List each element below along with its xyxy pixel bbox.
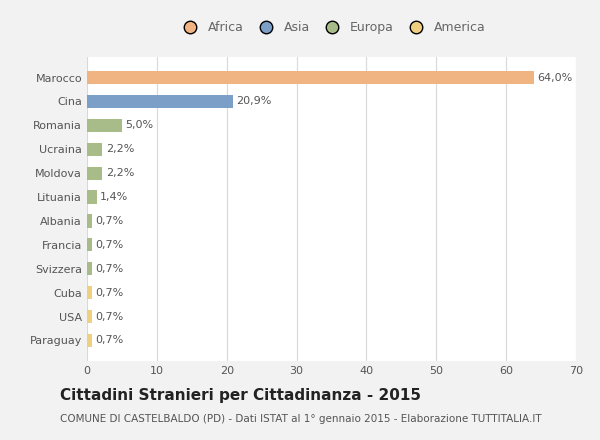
Text: 64,0%: 64,0% [538,73,573,83]
Bar [87,214,92,227]
Text: 20,9%: 20,9% [236,96,272,106]
Text: 5,0%: 5,0% [125,121,154,130]
Bar [87,95,233,108]
Bar [87,167,103,180]
Bar [87,334,92,347]
Bar [87,286,92,299]
Text: 2,2%: 2,2% [106,144,134,154]
Bar [87,143,103,156]
Bar [87,71,534,84]
Bar [87,191,97,204]
Bar [87,262,92,275]
Text: 0,7%: 0,7% [95,240,124,250]
Text: 0,7%: 0,7% [95,312,124,322]
Text: 0,7%: 0,7% [95,216,124,226]
Text: 1,4%: 1,4% [100,192,128,202]
Text: 0,7%: 0,7% [95,264,124,274]
Bar [87,119,122,132]
Bar [87,238,92,251]
Text: Cittadini Stranieri per Cittadinanza - 2015: Cittadini Stranieri per Cittadinanza - 2… [60,389,421,403]
Text: 2,2%: 2,2% [106,168,134,178]
Bar [87,310,92,323]
Text: 0,7%: 0,7% [95,288,124,297]
Legend: Africa, Asia, Europa, America: Africa, Asia, Europa, America [178,21,485,34]
Text: 0,7%: 0,7% [95,335,124,345]
Text: COMUNE DI CASTELBALDO (PD) - Dati ISTAT al 1° gennaio 2015 - Elaborazione TUTTIT: COMUNE DI CASTELBALDO (PD) - Dati ISTAT … [60,414,542,425]
